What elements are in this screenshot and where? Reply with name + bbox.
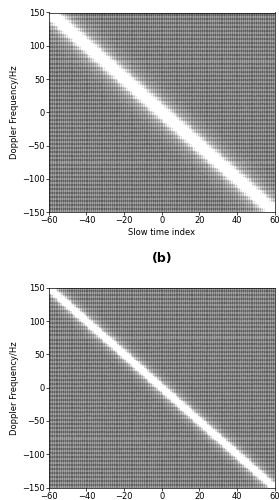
Y-axis label: Doppler Frequency/Hz: Doppler Frequency/Hz — [10, 341, 19, 434]
Text: (b): (b) — [151, 252, 172, 265]
Y-axis label: Doppler Frequency/Hz: Doppler Frequency/Hz — [10, 66, 19, 159]
X-axis label: Slow time index: Slow time index — [128, 228, 195, 237]
